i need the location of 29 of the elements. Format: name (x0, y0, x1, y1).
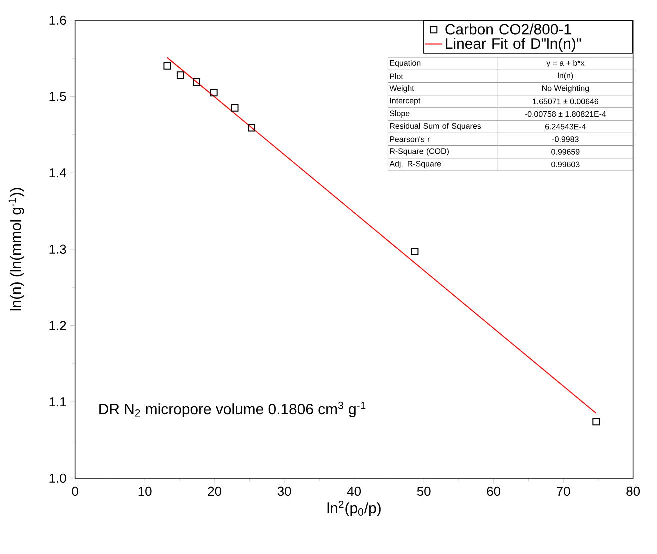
y-tick-label: 1.4 (50, 168, 66, 178)
y-tick-label: 1.6 (50, 16, 66, 25)
point (164, 62, 172, 70)
x-tick-label: 20 (208, 486, 222, 496)
x-tick-label: 10 (138, 486, 152, 496)
x-axis-title: ln$^{2}$(p$_{0}$/p) (328, 500, 381, 517)
legend-label: Linear Fit of D"ln(n)" (446, 38, 582, 52)
x-tick-label: 50 (417, 486, 431, 496)
annotation: DR N$_{2}$ micropore volume 0.1806 cm$^{3}$ g$^{-1}$ (100, 402, 366, 418)
y-axis-title: ln(n) (ln(mmol g$^{-1}$)) (8, 188, 24, 311)
legend-label: Carbon CO2/800-1 (446, 24, 572, 35)
x-tick-label: 0 (72, 486, 78, 496)
point (176, 72, 184, 80)
point (193, 78, 200, 86)
x-tick-label: 70 (557, 486, 570, 496)
y-tick-label: 1.1 (50, 398, 66, 407)
x-tick-label: 40 (347, 486, 362, 496)
y-tick-label: 1.0 (50, 474, 66, 483)
x-tick-label: 60 (487, 486, 501, 496)
point (411, 248, 419, 256)
y-tick-label: 1.3 (50, 244, 66, 254)
x-tick-label: 30 (278, 486, 292, 496)
x-tick-label: 80 (626, 486, 640, 496)
point (231, 104, 239, 112)
point (592, 418, 600, 426)
y-tick-label: 1.2 (50, 321, 66, 330)
point (210, 89, 218, 97)
y-tick-label: 1.5 (50, 92, 66, 102)
point (248, 124, 256, 132)
